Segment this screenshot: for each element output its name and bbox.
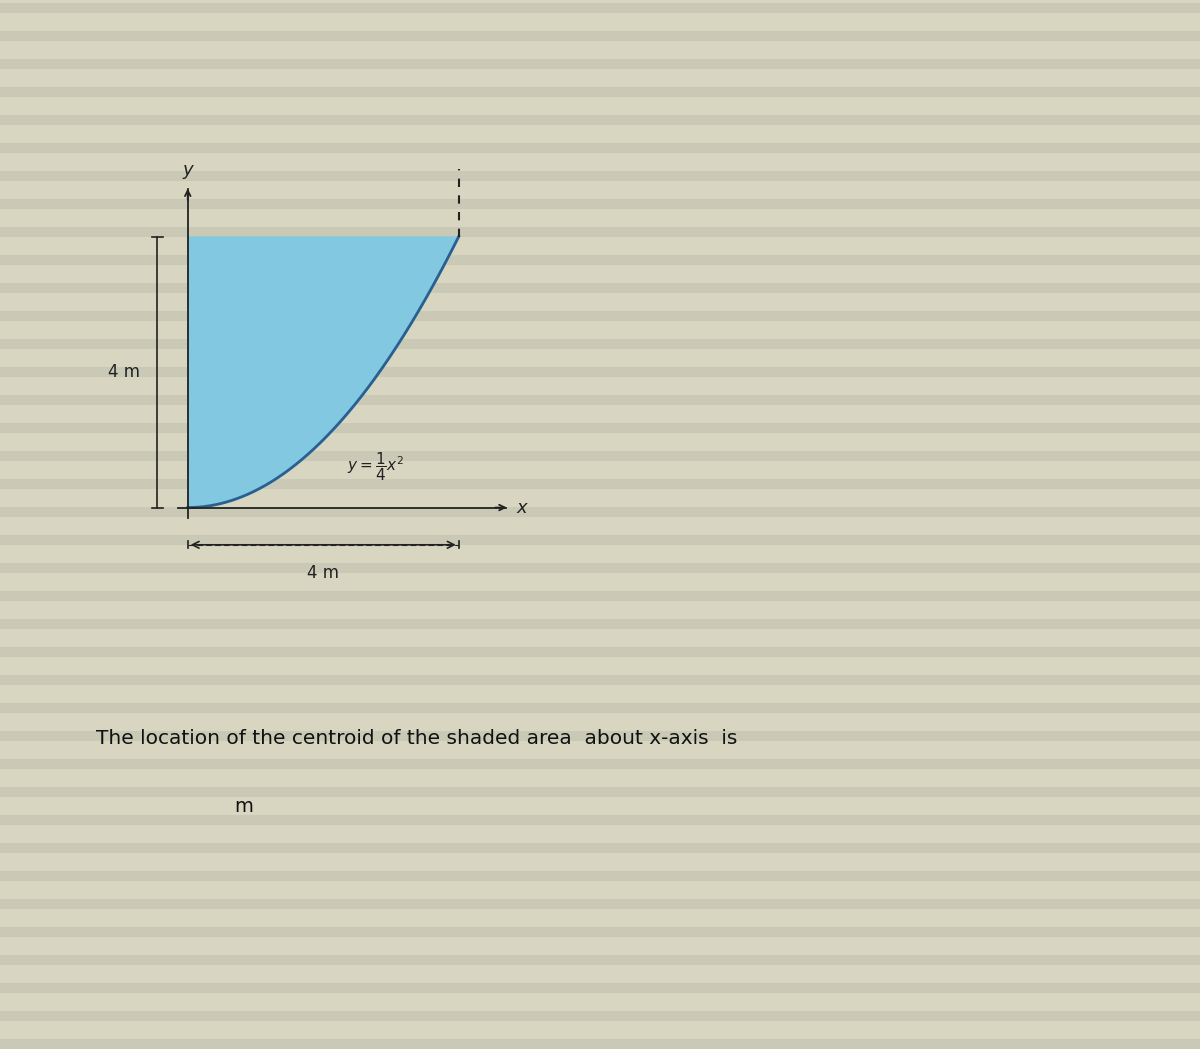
Bar bbox=[0, 423, 1200, 433]
Bar bbox=[0, 1011, 1200, 1021]
Bar bbox=[0, 3, 1200, 13]
Text: The location of the centroid of the shaded area  about x-axis  is: The location of the centroid of the shad… bbox=[96, 729, 737, 748]
Text: 4 m: 4 m bbox=[307, 563, 340, 582]
Bar bbox=[0, 927, 1200, 937]
Bar bbox=[0, 31, 1200, 41]
Bar bbox=[0, 843, 1200, 853]
Bar bbox=[0, 339, 1200, 349]
Bar bbox=[0, 367, 1200, 377]
Bar bbox=[0, 255, 1200, 265]
Bar bbox=[0, 59, 1200, 69]
Bar bbox=[0, 647, 1200, 657]
Bar bbox=[0, 815, 1200, 825]
Bar bbox=[0, 171, 1200, 181]
Bar bbox=[0, 703, 1200, 713]
Bar bbox=[0, 563, 1200, 573]
Bar bbox=[0, 535, 1200, 545]
Bar bbox=[0, 731, 1200, 741]
Text: x: x bbox=[516, 498, 527, 516]
Bar bbox=[0, 759, 1200, 769]
Bar bbox=[0, 983, 1200, 993]
Text: $y = \dfrac{1}{4}x^2$: $y = \dfrac{1}{4}x^2$ bbox=[347, 450, 404, 483]
Bar bbox=[0, 591, 1200, 601]
Bar bbox=[0, 507, 1200, 517]
Bar bbox=[0, 451, 1200, 461]
Bar bbox=[0, 199, 1200, 209]
Bar bbox=[0, 479, 1200, 489]
Bar bbox=[0, 899, 1200, 909]
Bar bbox=[0, 227, 1200, 237]
Bar bbox=[0, 787, 1200, 797]
Bar bbox=[0, 955, 1200, 965]
Text: 4 m: 4 m bbox=[108, 363, 140, 381]
Bar bbox=[0, 115, 1200, 125]
Text: y: y bbox=[182, 160, 193, 179]
Text: m: m bbox=[234, 797, 253, 816]
Bar bbox=[0, 619, 1200, 629]
Bar bbox=[0, 143, 1200, 153]
Bar bbox=[0, 1039, 1200, 1049]
Bar bbox=[0, 87, 1200, 97]
Bar bbox=[0, 871, 1200, 881]
Bar bbox=[0, 311, 1200, 321]
Bar bbox=[0, 675, 1200, 685]
Bar bbox=[0, 283, 1200, 293]
Bar bbox=[0, 395, 1200, 405]
